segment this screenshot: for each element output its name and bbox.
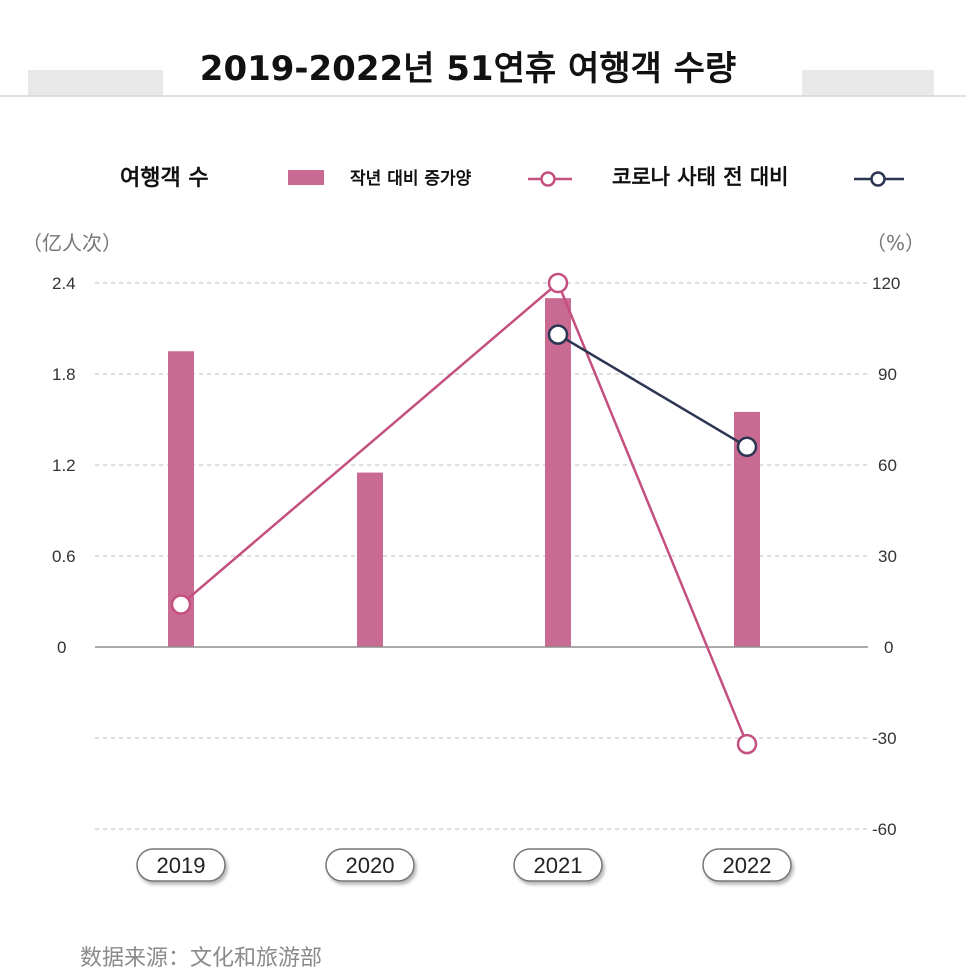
point-series2-2022 [736, 436, 758, 458]
legend-marker-precovid [870, 171, 886, 187]
gridlines [95, 282, 868, 830]
source-note: 数据来源：文化和旅游部 [80, 946, 322, 971]
left-axis-unit: （亿人次） [22, 231, 122, 255]
series-line-1 [180, 280, 749, 745]
right-tick-label: 90 [878, 365, 897, 384]
legend-label-precovid: 코로나 사태 전 대비 [612, 165, 789, 189]
left-tick-label: 0.6 [52, 547, 76, 566]
chart-title: 2019-2022년 51연휴 여행객 수량 [200, 49, 736, 89]
title-right-band [802, 70, 934, 96]
left-tick-label: 1.8 [52, 365, 76, 384]
right-axis-unit: （%） [866, 231, 925, 255]
left-tick-label: 0 [57, 638, 66, 657]
x-tick-label: 2022 [723, 853, 772, 878]
right-tick-label: 30 [878, 547, 897, 566]
point-series1-2019 [170, 594, 192, 615]
x-tick-label: 2019 [157, 853, 206, 878]
series-line-2 [557, 333, 748, 448]
x-pill-2020: 2020 [325, 848, 415, 882]
point-series2-2021 [547, 324, 569, 345]
x-tick-label: 2020 [346, 853, 395, 878]
point-series1-2021 [547, 272, 569, 294]
bar-2020 [357, 472, 383, 647]
left-tick-label: 1.2 [52, 456, 76, 475]
x-pill-2019: 2019 [136, 848, 226, 882]
legend-label-bar: 여행객 수 [120, 166, 209, 191]
x-pill-frame [513, 848, 603, 882]
x-pill-frame [702, 848, 792, 882]
x-pill-2021: 2021 [513, 848, 603, 882]
legend-label-yoy: 작년 대비 증가양 [350, 169, 472, 189]
legend-swatch-bar [288, 170, 324, 185]
x-axis-labels: 2019 2020 2021 2022 [136, 848, 792, 882]
legend-marker-yoy [540, 171, 556, 187]
right-tick-label: -30 [872, 729, 897, 748]
left-tick-label: 2.4 [52, 274, 76, 293]
x-pill-frame [136, 848, 226, 882]
title-left-band [28, 70, 163, 96]
bar-2021 [545, 298, 571, 647]
bar-series [168, 298, 760, 647]
x-pill-frame [325, 848, 415, 882]
x-tick-label: 2021 [534, 853, 583, 878]
right-tick-label: 0 [884, 638, 893, 657]
right-tick-label: -60 [872, 820, 897, 839]
right-tick-label: 60 [878, 456, 897, 475]
point-series1-2022 [736, 733, 758, 755]
right-tick-label: 120 [872, 274, 900, 293]
line-series [170, 272, 758, 755]
x-pill-2022: 2022 [702, 848, 792, 882]
